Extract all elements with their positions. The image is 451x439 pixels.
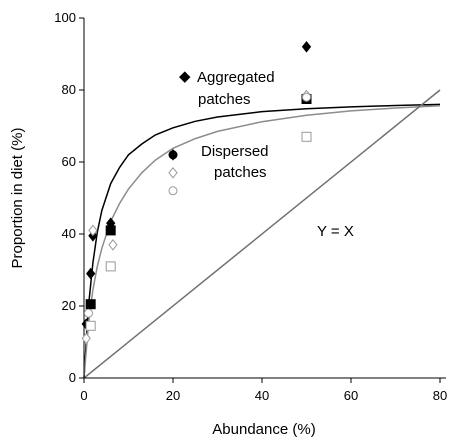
curve-y-x xyxy=(83,89,441,379)
x-tick-label: 40 xyxy=(255,388,269,403)
data-point-open-circle xyxy=(302,92,311,102)
data-point-open-diamond xyxy=(88,224,98,237)
data-point-open-square xyxy=(85,320,96,331)
annotation-aggregated-line2: patches xyxy=(198,91,251,108)
x-axis-title: Abundance (%) xyxy=(212,421,315,438)
y-tick-label: 20 xyxy=(62,298,76,313)
x-tick-label: 60 xyxy=(344,388,358,403)
annotation-dispersed-line2: patches xyxy=(214,164,267,181)
data-point-open-diamond xyxy=(81,332,91,345)
data-point-filled-diamond xyxy=(301,40,312,53)
data-point-open-circle xyxy=(168,186,178,196)
data-point-open-square xyxy=(105,261,116,272)
legend-marker-aggregated: ◆ xyxy=(179,68,191,85)
data-point-filled-square xyxy=(105,225,116,236)
fitted-curves xyxy=(83,89,441,379)
data-point-filled-square xyxy=(85,299,96,310)
x-tick-label: 20 xyxy=(166,388,180,403)
data-point-open-diamond xyxy=(108,238,118,251)
curve-aggregated-patches xyxy=(83,103,441,379)
y-tick-label: 80 xyxy=(62,82,76,97)
data-point-filled-diamond xyxy=(86,267,96,280)
data-point-filled-circle xyxy=(168,150,178,160)
x-axis-ticks: 0 20 40 60 80 xyxy=(80,378,447,403)
axes xyxy=(83,18,446,379)
x-tick-label: 80 xyxy=(433,388,447,403)
annotation-dispersed-line1: Dispersed xyxy=(201,143,269,160)
y-tick-label: 0 xyxy=(69,370,76,385)
data-points xyxy=(81,40,312,345)
data-point-open-diamond xyxy=(168,166,178,179)
y-tick-label: 40 xyxy=(62,226,76,241)
data-point-open-circle xyxy=(83,308,93,318)
y-axis-title: Proportion in diet (%) xyxy=(9,128,26,269)
y-tick-label: 100 xyxy=(54,10,76,25)
data-point-open-square xyxy=(301,131,312,142)
y-tick-label: 60 xyxy=(62,154,76,169)
x-tick-label: 0 xyxy=(80,388,87,403)
annotation-aggregated-line1: Aggregated xyxy=(197,69,275,86)
y-axis-ticks: 0 20 40 60 80 100 xyxy=(54,10,84,385)
annotation-y-equals-x: Y = X xyxy=(317,223,354,240)
curve-dispersed-patches xyxy=(83,105,441,379)
